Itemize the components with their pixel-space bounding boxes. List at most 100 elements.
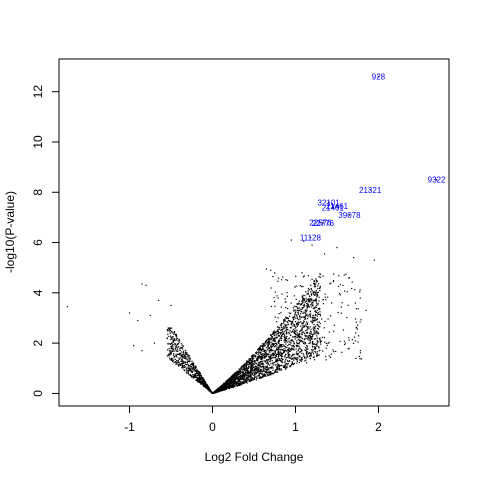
data-point — [291, 302, 292, 303]
data-point — [287, 280, 288, 281]
data-point — [309, 314, 310, 315]
data-point — [246, 368, 247, 369]
data-point — [313, 326, 314, 327]
data-point — [252, 374, 253, 375]
data-point — [242, 377, 243, 378]
data-point — [251, 380, 252, 381]
data-point — [278, 354, 279, 355]
data-point — [294, 343, 295, 344]
data-point — [275, 365, 276, 366]
data-point — [320, 277, 321, 278]
data-point — [270, 363, 271, 364]
data-point — [258, 351, 259, 352]
data-point — [301, 360, 302, 361]
data-point — [285, 330, 286, 331]
data-point — [258, 363, 259, 364]
data-point — [285, 364, 286, 365]
data-point — [255, 352, 256, 353]
data-point — [313, 353, 314, 354]
data-point — [201, 381, 202, 382]
data-point — [267, 359, 268, 360]
data-point — [258, 362, 259, 363]
data-point — [251, 371, 252, 372]
data-point — [235, 381, 236, 382]
data-point — [314, 344, 315, 345]
data-point — [179, 350, 180, 351]
data-point — [273, 350, 274, 351]
data-point — [308, 328, 309, 329]
data-point — [241, 368, 242, 369]
data-point — [271, 344, 272, 345]
data-point — [274, 335, 275, 336]
data-point — [300, 316, 301, 317]
data-point — [297, 361, 298, 362]
data-point — [324, 253, 325, 254]
data-point — [316, 293, 317, 294]
data-point — [289, 316, 290, 317]
data-point — [200, 377, 201, 378]
data-point — [270, 270, 271, 271]
data-point — [297, 345, 298, 346]
data-point — [297, 326, 298, 327]
data-point — [320, 343, 321, 344]
data-point — [277, 369, 278, 370]
data-point — [286, 327, 287, 328]
data-point — [169, 329, 170, 330]
data-point — [282, 346, 283, 347]
data-point — [326, 343, 327, 344]
data-point — [289, 330, 290, 331]
data-point — [309, 301, 310, 302]
data-point — [188, 367, 189, 368]
data-point — [253, 363, 254, 364]
data-point — [273, 367, 274, 368]
y-tick-label: 8 — [31, 189, 45, 196]
data-point — [336, 247, 337, 248]
data-point — [292, 354, 293, 355]
data-point — [314, 284, 315, 285]
data-point — [292, 331, 293, 332]
data-point — [276, 372, 277, 373]
data-point — [268, 367, 269, 368]
data-point — [333, 331, 334, 332]
data-point — [268, 345, 269, 346]
data-point — [334, 325, 335, 326]
data-point — [319, 326, 320, 327]
data-point — [269, 342, 270, 343]
data-point — [309, 356, 310, 357]
data-point — [319, 290, 320, 291]
data-point — [258, 354, 259, 355]
data-point — [264, 361, 265, 362]
data-point — [264, 358, 265, 359]
data-point — [275, 370, 276, 371]
data-point — [319, 311, 320, 312]
data-point — [331, 302, 332, 303]
data-point — [277, 329, 278, 330]
data-point — [320, 342, 321, 343]
data-point — [236, 375, 237, 376]
data-point — [239, 370, 240, 371]
data-point — [251, 372, 252, 373]
data-point — [282, 359, 283, 360]
data-point — [285, 317, 286, 318]
data-point — [170, 333, 171, 334]
data-point — [292, 363, 293, 364]
data-point — [270, 345, 271, 346]
data-point — [299, 339, 300, 340]
data-point — [264, 350, 265, 351]
data-point — [183, 346, 184, 347]
data-point — [281, 340, 282, 341]
data-point — [278, 341, 279, 342]
data-point — [231, 386, 232, 387]
data-point — [303, 343, 304, 344]
data-point — [314, 281, 315, 282]
data-point — [175, 354, 176, 355]
data-point — [293, 345, 294, 346]
data-point — [284, 331, 285, 332]
data-point — [318, 312, 319, 313]
data-point — [273, 362, 274, 363]
data-point — [260, 366, 261, 367]
data-point — [284, 350, 285, 351]
data-point — [288, 356, 289, 357]
data-point — [307, 356, 308, 357]
